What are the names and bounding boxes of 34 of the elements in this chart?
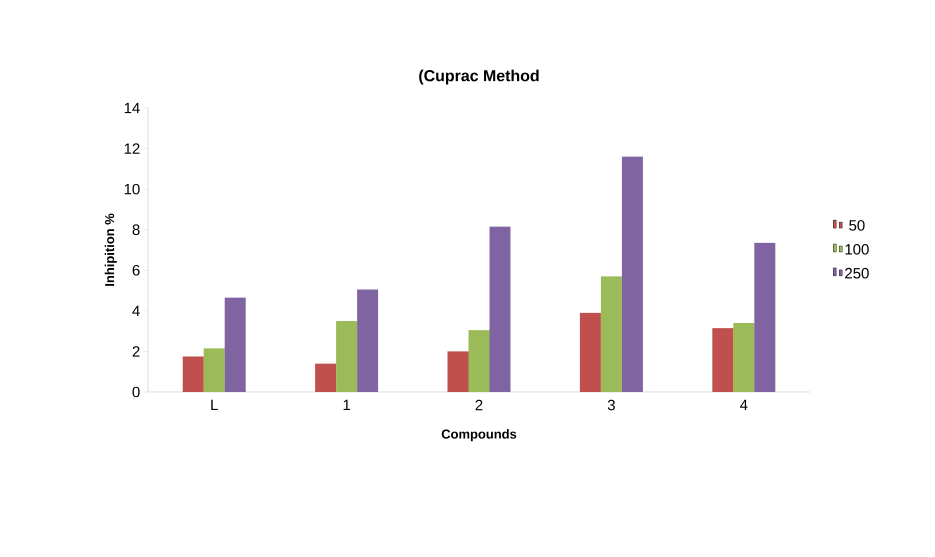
legend-label: 50	[849, 220, 865, 231]
bar	[224, 298, 246, 392]
y-tick-label: 6	[132, 264, 140, 276]
bar	[712, 328, 734, 392]
y-tick-label: 4	[132, 306, 140, 316]
bar	[357, 290, 378, 392]
bar	[182, 356, 204, 392]
bar	[204, 348, 225, 392]
y-tick-label: 2	[132, 346, 140, 357]
bar	[622, 156, 643, 392]
y-axis-title: Inhipition %	[104, 214, 117, 286]
x-tick-label: 4	[740, 400, 748, 410]
bar	[336, 320, 358, 392]
legend-label: 250	[845, 268, 869, 279]
y-tick-label: 14	[124, 102, 140, 114]
x-axis-title: Compounds	[442, 429, 516, 442]
y-tick-label: 10	[124, 184, 140, 194]
x-tick-label: 2	[476, 400, 482, 410]
chart-title: (Cuprac Method	[419, 70, 539, 84]
bar	[733, 323, 754, 392]
legend-label: 100	[846, 244, 869, 255]
x-tick-label: 3	[608, 400, 615, 410]
x-tick-label: L	[211, 400, 218, 410]
y-tick-label: 0	[132, 386, 140, 398]
bar	[580, 312, 601, 392]
bar	[315, 364, 336, 392]
bar	[754, 242, 776, 392]
y-tick-label: 12	[124, 143, 140, 154]
bar	[468, 330, 490, 392]
bar	[490, 226, 511, 392]
y-tick-label: 8	[132, 224, 140, 235]
bar	[600, 276, 622, 392]
bar	[448, 351, 469, 392]
x-tick-label: 1	[344, 400, 350, 410]
